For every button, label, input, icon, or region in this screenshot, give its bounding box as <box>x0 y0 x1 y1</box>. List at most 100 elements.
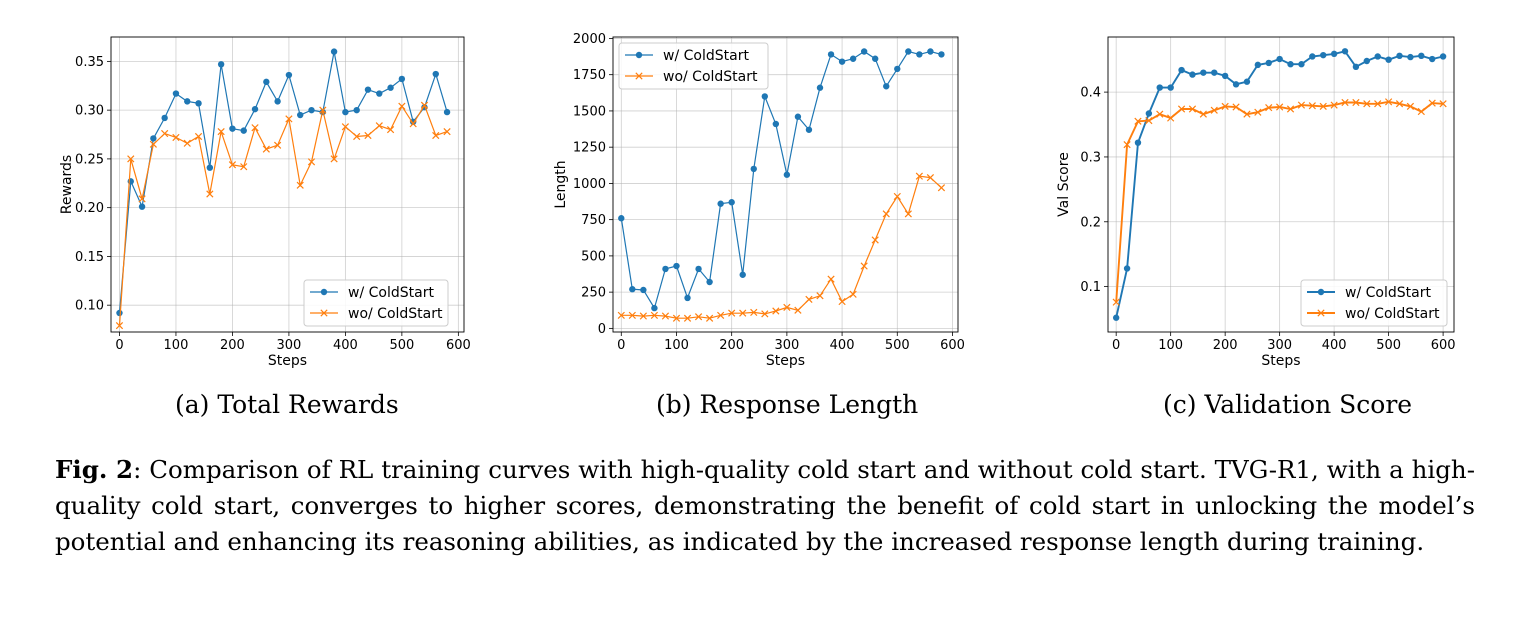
data-point-dot <box>816 84 824 91</box>
data-point-x <box>1352 98 1360 107</box>
data-point-dot <box>860 48 868 55</box>
x-tick-label: 300 <box>276 338 301 353</box>
y-tick-label: 0.15 <box>75 250 104 265</box>
data-point-x <box>386 126 395 134</box>
data-point-x <box>149 140 157 148</box>
data-point-x <box>285 115 293 123</box>
series-line-0 <box>620 50 942 310</box>
data-point-x <box>364 131 372 140</box>
data-point-x <box>860 262 868 270</box>
data-point-dot <box>274 98 281 105</box>
data-point-dot <box>916 51 923 58</box>
data-point-dot <box>1232 81 1240 88</box>
data-point-x <box>1134 117 1142 125</box>
data-point-x <box>1188 105 1197 113</box>
data-point-dot <box>651 304 658 312</box>
data-point-x <box>127 155 135 163</box>
y-axis-label: Val Score <box>1056 152 1072 217</box>
x-tick-label: 200 <box>1213 338 1238 353</box>
data-point-x <box>172 133 180 142</box>
y-tick-label: 1750 <box>573 68 606 83</box>
figure-caption: Fig. 2: Comparison of RL training curves… <box>55 452 1475 560</box>
x-axis-label: Steps <box>766 353 805 369</box>
data-point-dot <box>229 125 236 132</box>
x-tick-label: 500 <box>885 338 910 353</box>
data-point-x <box>1384 98 1393 106</box>
data-point-dot <box>662 265 669 273</box>
data-point-x <box>1395 100 1404 108</box>
legend-marker <box>635 72 643 80</box>
legend-marker <box>635 51 643 59</box>
legend-label: w/ ColdStart <box>1345 285 1431 301</box>
data-point-dot <box>364 86 372 93</box>
data-point-x <box>849 290 857 298</box>
data-point-dot <box>443 108 451 116</box>
data-point-dot <box>883 83 890 90</box>
data-point-dot <box>342 108 349 116</box>
data-point-dot <box>217 61 225 68</box>
y-axis-label: Rewards <box>59 155 75 214</box>
data-point-x <box>1439 100 1447 108</box>
data-point-dot <box>618 215 625 222</box>
data-point-x <box>871 236 879 244</box>
chart-panel-1: 0 100 200 300 400 500 600 0 250 500 750 1000 1250 150… <box>553 32 965 369</box>
x-axis-label: Steps <box>1261 353 1300 369</box>
data-point-dot <box>706 278 713 286</box>
legend-marker <box>1317 309 1325 317</box>
data-point-x <box>217 127 225 136</box>
series-line-1 <box>621 175 942 319</box>
data-point-dot <box>1396 52 1403 60</box>
y-tick-label: 0.4 <box>1080 86 1101 101</box>
data-point-x <box>375 122 383 130</box>
data-point-dot <box>1407 53 1414 61</box>
data-point-x <box>262 145 270 153</box>
y-tick-label: 500 <box>581 249 606 264</box>
data-point-x <box>194 132 203 141</box>
legend-box <box>1300 279 1448 327</box>
data-point-dot <box>1309 53 1316 60</box>
data-point-dot <box>1189 71 1196 78</box>
data-point-dot <box>827 51 835 58</box>
data-point-x <box>1319 102 1327 110</box>
data-point-x <box>1123 141 1131 149</box>
data-point-dot <box>673 262 680 270</box>
data-point-x <box>827 275 835 283</box>
data-point-x <box>904 210 912 218</box>
data-point-dot <box>640 286 647 294</box>
y-tick-label: 1250 <box>573 141 606 156</box>
data-point-dot <box>695 265 702 273</box>
data-point-x <box>816 292 824 300</box>
x-tick-label: 500 <box>1376 338 1401 353</box>
series-line-0 <box>118 51 448 314</box>
data-point-x <box>1265 104 1273 112</box>
data-point-dot <box>805 126 813 133</box>
data-point-dot <box>1145 110 1153 117</box>
y-tick-label: 750 <box>581 213 606 228</box>
data-point-dot <box>849 55 857 62</box>
data-point-x <box>1232 103 1240 111</box>
data-point-x <box>341 123 350 131</box>
data-point-x <box>650 311 659 319</box>
data-point-x <box>1374 100 1382 108</box>
x-tick-label: 300 <box>774 338 799 353</box>
data-point-dot <box>432 70 439 78</box>
x-tick-label: 400 <box>830 338 855 353</box>
data-point-x <box>273 141 282 149</box>
legend-label: wo/ ColdStart <box>663 69 758 85</box>
legend: w/ ColdStart wo/ ColdStart <box>618 42 769 90</box>
data-point-dot <box>1418 52 1425 60</box>
data-point-x <box>1156 110 1164 118</box>
chart-panel-2: 0 100 200 300 400 500 600 0.1 0.2 0.3 0.4 Steps Val … <box>1056 36 1456 369</box>
data-point-dot <box>1123 265 1131 272</box>
data-point-dot <box>1330 50 1338 58</box>
x-tick-label: 100 <box>1158 338 1183 353</box>
data-point-dot <box>161 114 168 122</box>
data-point-dot <box>1178 66 1185 74</box>
x-tick-label: 600 <box>446 338 471 353</box>
data-point-x <box>1428 99 1436 107</box>
data-point-x <box>330 155 338 163</box>
data-point-x <box>926 173 935 182</box>
x-tick-label: 0 <box>617 338 625 353</box>
data-point-dot <box>938 51 945 58</box>
data-point-x <box>783 303 791 311</box>
